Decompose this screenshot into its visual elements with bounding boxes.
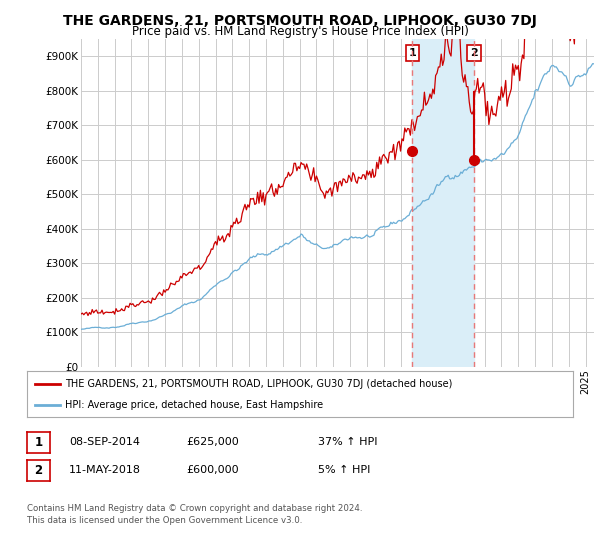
Text: Contains HM Land Registry data © Crown copyright and database right 2024.: Contains HM Land Registry data © Crown c…: [27, 504, 362, 513]
Text: 37% ↑ HPI: 37% ↑ HPI: [318, 437, 377, 447]
Text: THE GARDENS, 21, PORTSMOUTH ROAD, LIPHOOK, GU30 7DJ (detached house): THE GARDENS, 21, PORTSMOUTH ROAD, LIPHOO…: [65, 379, 452, 389]
Text: HPI: Average price, detached house, East Hampshire: HPI: Average price, detached house, East…: [65, 400, 323, 410]
Text: THE GARDENS, 21, PORTSMOUTH ROAD, LIPHOOK, GU30 7DJ: THE GARDENS, 21, PORTSMOUTH ROAD, LIPHOO…: [63, 14, 537, 28]
Text: 1: 1: [34, 436, 43, 449]
Text: 5% ↑ HPI: 5% ↑ HPI: [318, 465, 370, 475]
Bar: [412, 39, 474, 367]
Text: 2: 2: [34, 464, 43, 477]
Text: 08-SEP-2014: 08-SEP-2014: [69, 437, 140, 447]
Text: 11-MAY-2018: 11-MAY-2018: [69, 465, 141, 475]
Text: 1: 1: [409, 48, 416, 58]
Text: This data is licensed under the Open Government Licence v3.0.: This data is licensed under the Open Gov…: [27, 516, 302, 525]
Text: Price paid vs. HM Land Registry's House Price Index (HPI): Price paid vs. HM Land Registry's House …: [131, 25, 469, 38]
Text: £600,000: £600,000: [186, 465, 239, 475]
Text: £625,000: £625,000: [186, 437, 239, 447]
Text: 2: 2: [470, 48, 478, 58]
